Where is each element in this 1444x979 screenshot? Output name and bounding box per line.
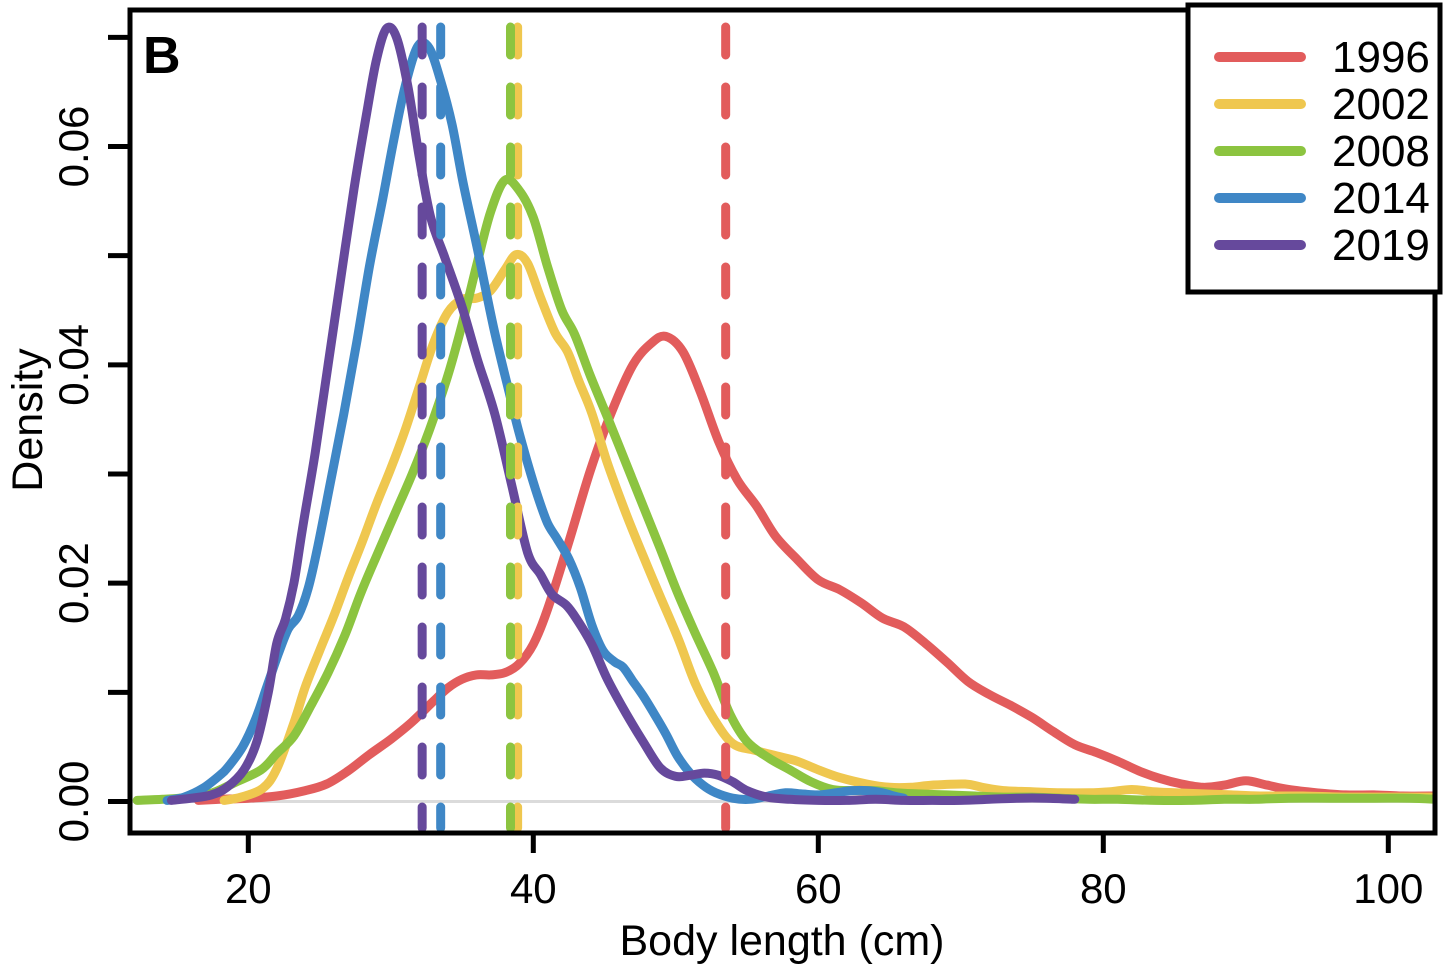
x-axis-title: Body length (cm) <box>619 917 944 965</box>
x-axis-ticks <box>245 833 1391 853</box>
x-tick-label-2: 60 <box>795 865 842 912</box>
density-curve-2008 <box>132 174 1434 806</box>
y-tick-label-2: 0.04 <box>50 324 97 406</box>
density-curve-1996 <box>193 331 1434 805</box>
plot-border <box>127 7 1438 836</box>
y-tick-label-1: 0.02 <box>50 542 97 624</box>
y-axis-title: Density <box>4 348 52 492</box>
y-axis-ticks <box>108 34 130 804</box>
x-tick-label-3: 80 <box>1080 865 1127 912</box>
legend-label-2019: 2019 <box>1332 221 1430 270</box>
mean-dashed-lines <box>417 22 731 833</box>
legend-label-2008: 2008 <box>1332 127 1430 176</box>
density-curve-2002 <box>219 249 1434 805</box>
panel-label: B <box>143 27 181 85</box>
y-tick-label-3: 0.06 <box>50 106 97 188</box>
x-tick-label-1: 40 <box>510 865 557 912</box>
legend-label-2014: 2014 <box>1332 174 1430 223</box>
density-curve-2014 <box>162 37 909 805</box>
y-axis-tick-labels: 0.00 0.02 0.04 0.06 <box>50 106 97 843</box>
x-tick-label-0: 20 <box>225 865 272 912</box>
legend-label-2002: 2002 <box>1332 80 1430 129</box>
x-axis-tick-labels: 20 40 60 80 100 <box>225 865 1423 912</box>
legend-label-1996: 1996 <box>1332 33 1430 82</box>
x-tick-label-4: 100 <box>1353 865 1423 912</box>
y-tick-label-0: 0.00 <box>50 761 97 843</box>
